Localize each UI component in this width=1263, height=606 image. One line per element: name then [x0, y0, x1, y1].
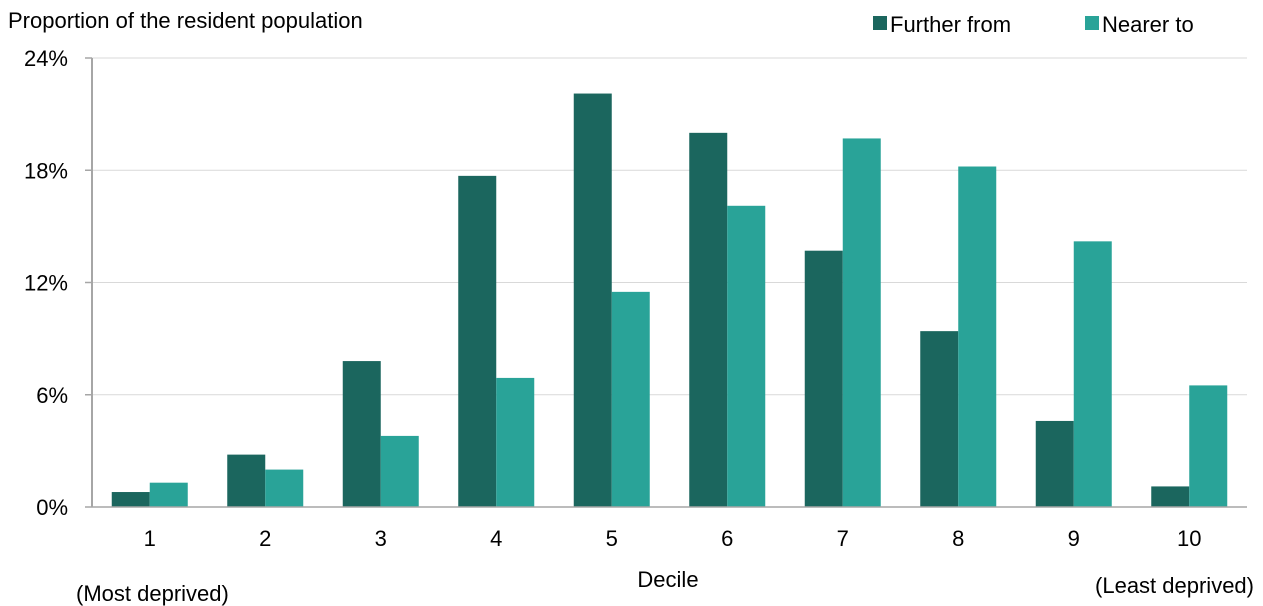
bar-further-from-10: [1151, 486, 1190, 507]
x-tick-label: 3: [375, 526, 387, 551]
bar-further-from-4: [458, 175, 497, 508]
y-tick-label: 12%: [24, 271, 68, 296]
x-axis-title: Decile: [637, 567, 698, 592]
x-tick-label: 6: [721, 526, 733, 551]
bar-further-from-8: [920, 331, 959, 507]
legend-swatch-further-from: [873, 16, 887, 30]
bar-nearer-to-7: [842, 138, 881, 507]
legend-label-nearer-to: Nearer to: [1102, 12, 1194, 37]
bar-further-from-9: [1035, 420, 1074, 507]
x-axis-note-least-deprived: (Least deprived): [1095, 573, 1254, 598]
x-tick-label: 8: [952, 526, 964, 551]
bar-nearer-to-8: [958, 166, 997, 507]
bar-nearer-to-5: [611, 291, 650, 507]
legend: Further from Nearer to: [873, 12, 1194, 37]
bar-nearer-to-6: [727, 205, 766, 507]
bar-nearer-to-1: [149, 482, 188, 507]
y-tick-label: 6%: [36, 383, 68, 408]
bar-nearer-to-10: [1189, 385, 1228, 507]
bar-further-from-7: [804, 250, 843, 507]
x-tick-label: 7: [837, 526, 849, 551]
x-tick-label: 5: [606, 526, 618, 551]
x-tick-label: 10: [1177, 526, 1201, 551]
bar-further-from-6: [689, 132, 728, 508]
bar-further-from-3: [342, 361, 381, 507]
x-axis-note-most-deprived: (Most deprived): [76, 581, 229, 606]
y-axis-title: Proportion of the resident population: [8, 8, 363, 33]
x-tick-label: 1: [144, 526, 156, 551]
x-tick-labels: 1 2 3 4 5 6 7 8 9 10: [144, 526, 1202, 551]
bar-further-from-2: [227, 454, 266, 507]
y-tick-label: 18%: [24, 158, 68, 183]
bar-nearer-to-4: [496, 377, 535, 507]
bar-nearer-to-2: [265, 469, 304, 507]
y-tick-label: 0%: [36, 495, 68, 520]
y-tick-labels: 0% 6% 12% 18% 24%: [24, 46, 68, 520]
x-tick-label: 2: [259, 526, 271, 551]
bar-nearer-to-9: [1073, 241, 1112, 507]
bar-nearer-to-3: [380, 435, 419, 507]
y-tick-label: 24%: [24, 46, 68, 71]
gridlines: [85, 57, 1247, 508]
x-tick-label: 9: [1068, 526, 1080, 551]
legend-label-further-from: Further from: [890, 12, 1011, 37]
legend-swatch-nearer-to: [1085, 16, 1099, 30]
bars: [111, 93, 1228, 508]
bar-further-from-1: [111, 492, 150, 507]
bar-further-from-5: [573, 93, 612, 507]
x-tick-label: 4: [490, 526, 502, 551]
